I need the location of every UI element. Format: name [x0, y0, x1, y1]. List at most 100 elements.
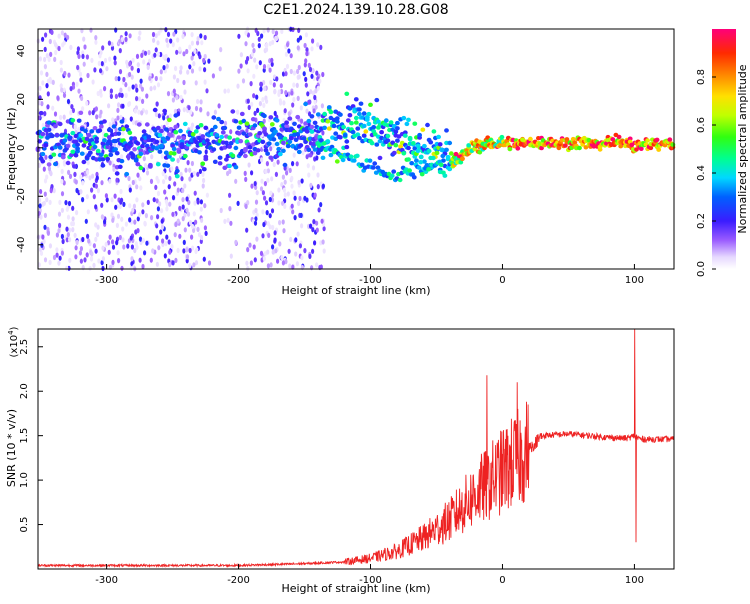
spectrogram-cell [152, 197, 156, 203]
spectrogram-cell [416, 165, 422, 170]
spectrogram-cell [175, 95, 179, 101]
spectrogram-cell [401, 115, 407, 121]
spectrogram-cell [98, 152, 104, 157]
spectrogram-cell [51, 152, 57, 157]
spectrogram-cell [68, 237, 72, 243]
spectrogram-cell [237, 33, 241, 39]
spectrogram-cell [277, 151, 283, 157]
spectrogram-cell [89, 27, 93, 33]
spectrogram-cell [94, 183, 98, 189]
spectrogram-cell [154, 75, 158, 82]
spectrogram-cell [315, 227, 319, 233]
spectrogram-cell [393, 143, 399, 148]
spectrogram-cell [420, 127, 426, 132]
spectrogram-cell [95, 148, 101, 154]
spectrogram-cell [81, 159, 87, 165]
spectrogram-cell [47, 56, 51, 63]
spectrogram-cell [156, 190, 161, 197]
spectrogram-cell [90, 187, 94, 193]
spectrogram-cell [236, 83, 240, 89]
spectrogram-cell [304, 76, 308, 82]
spectrogram-cell [196, 98, 200, 105]
spectrogram-cell [165, 163, 171, 168]
spectrogram-cell [261, 209, 265, 215]
spectrogram-cell [57, 211, 62, 217]
spectrogram-cell [182, 121, 188, 127]
snr-x-axis-label: Height of straight line (km) [281, 582, 430, 595]
spectrogram-cell [297, 74, 301, 80]
spectrogram-cell [277, 187, 281, 193]
spectrogram-cell [406, 117, 411, 123]
spectrogram-cell [66, 34, 70, 41]
spectrogram-cell [269, 146, 273, 152]
spectrogram-cell [164, 174, 168, 180]
spectrogram-cell [391, 150, 397, 156]
spectrogram-cell [181, 33, 185, 40]
y-tick-label: 1.5 [19, 428, 30, 444]
spectrogram-cell [155, 235, 159, 241]
spectrogram-cell [284, 71, 288, 77]
spectrogram-cell [290, 203, 294, 209]
spectrogram-cell [171, 195, 176, 201]
spectrogram-cell [296, 95, 300, 101]
spectrogram-cell [41, 122, 45, 128]
spectrogram-cell [202, 177, 206, 184]
spectrogram-cell [322, 226, 326, 232]
spectrogram-cell [45, 83, 49, 89]
spectrogram-cell [155, 261, 159, 267]
spectrogram-cell [144, 122, 150, 127]
spectrogram-cell [262, 102, 266, 108]
spectrogram-cell [197, 150, 202, 155]
spectrogram-cell [60, 250, 64, 256]
spectrogram-cell [144, 213, 148, 219]
spectrogram-cell [438, 162, 444, 167]
spectrogram-cell [79, 258, 83, 264]
spectrogram-cell [262, 221, 266, 228]
spectrogram-cell [265, 210, 269, 216]
spectrogram-cell [135, 162, 141, 167]
spectrogram-cell [230, 153, 236, 158]
colorbar-tick-label: 0.2 [696, 213, 707, 229]
spectrogram-cell [111, 217, 115, 223]
spectrogram-cell [269, 79, 273, 86]
spectrogram-cell [277, 200, 281, 206]
spectrogram-cell [135, 141, 141, 146]
spectrogram-cell [344, 91, 350, 97]
spectrogram-cell [114, 171, 120, 176]
spectrogram-cell [344, 139, 350, 144]
spectrogram-cell [63, 70, 67, 77]
spectrogram-cell [162, 65, 166, 71]
spectrogram-cell [234, 178, 238, 184]
spectrogram-cell [203, 34, 207, 41]
spectrogram-cell [227, 163, 233, 169]
spectrogram-cell [81, 197, 85, 203]
spectrogram-cell [108, 121, 112, 128]
spectrogram-cell [233, 119, 239, 124]
spectrogram-cell [328, 109, 334, 115]
spectrogram-cell [122, 244, 126, 250]
spectrogram-cell [165, 63, 169, 69]
spectrogram-cell [107, 249, 111, 255]
spectrogram-cell [160, 208, 164, 214]
spectrogram-cell [201, 183, 205, 189]
spectrogram-cell [198, 123, 204, 128]
spectrogram-cell [173, 124, 179, 129]
spectrogram-cell [312, 147, 318, 152]
spectrogram-cell [118, 234, 122, 241]
spectrogram-cell [281, 140, 286, 145]
spectrogram-cell [246, 247, 250, 253]
spectrogram-cell [226, 88, 230, 94]
spectrogram-cell [306, 118, 312, 124]
spectrogram-cell [140, 143, 145, 149]
spectrogram-cell [71, 205, 75, 211]
spectrogram-cell [188, 263, 192, 269]
spectrogram-cell [171, 260, 175, 266]
spectrogram-cell [137, 96, 141, 102]
spectrogram-cell [79, 189, 83, 195]
spectrogram-cell [361, 111, 367, 116]
spectrogram-cell [228, 206, 232, 212]
spectrogram-cell [86, 72, 90, 79]
spectrogram-cell [309, 114, 315, 119]
spectrogram-cell [182, 107, 186, 113]
spectrogram-cell [583, 145, 589, 150]
